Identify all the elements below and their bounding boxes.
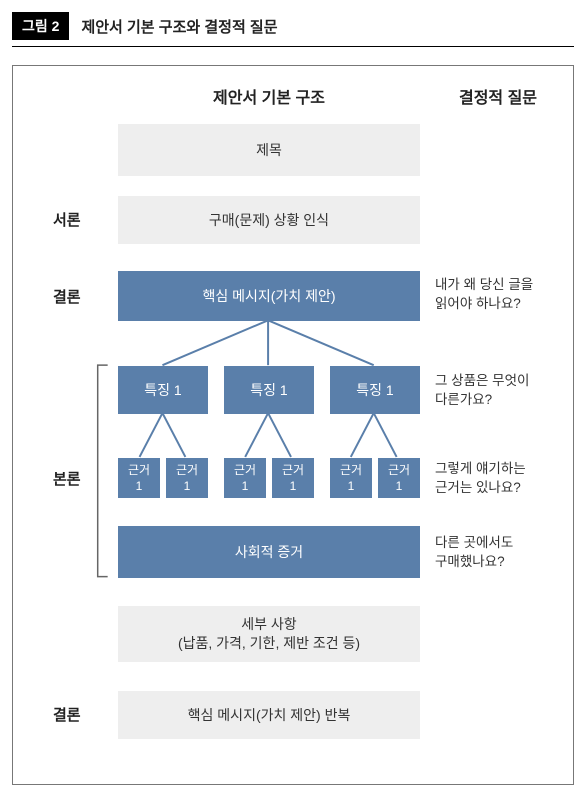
figure-badge: 그림 2 <box>12 12 69 40</box>
box-repeat-message: 핵심 메시지(가치 제안) 반복 <box>118 691 420 739</box>
figure-header: 그림 2 제안서 기본 구조와 결정적 질문 <box>12 12 574 47</box>
box-evidence-1b: 근거 1 <box>166 458 208 498</box>
diagram-canvas: 제안서 기본 구조 결정적 질문 서론 결론 본론 결론 제목 구매(문제) 상… <box>12 65 574 785</box>
box-evidence-2a: 근거 1 <box>224 458 266 498</box>
box-situation: 구매(문제) 상황 인식 <box>118 196 420 244</box>
box-core-message: 핵심 메시지(가치 제안) <box>118 271 420 321</box>
box-feature-3: 특징 1 <box>330 366 420 414</box>
box-evidence-3a: 근거 1 <box>330 458 372 498</box>
box-details-line1: 세부 사항 <box>241 615 296 634</box>
label-conclusion-bottom: 결론 <box>53 704 81 725</box>
box-title: 제목 <box>118 124 420 176</box>
box-evidence-3b: 근거 1 <box>378 458 420 498</box>
col-head-structure: 제안서 기본 구조 <box>118 84 420 108</box>
box-details: 세부 사항 (납품, 가격, 기한, 제반 조건 등) <box>118 606 420 662</box>
box-details-line2: (납품, 가격, 기한, 제반 조건 등) <box>178 634 360 653</box>
question-3: 그렇게 얘기하는 근거는 있나요? <box>435 460 526 498</box>
question-2: 그 상품은 무엇이 다른가요? <box>435 372 529 410</box>
label-intro: 서론 <box>53 209 81 230</box>
figure-title: 제안서 기본 구조와 결정적 질문 <box>81 16 277 37</box>
box-social-proof: 사회적 증거 <box>118 526 420 578</box>
label-conclusion-top: 결론 <box>53 286 81 307</box>
box-evidence-2b: 근거 1 <box>272 458 314 498</box>
question-4: 다른 곳에서도 구매했나요? <box>435 534 513 572</box>
box-evidence-1a: 근거 1 <box>118 458 160 498</box>
box-feature-1: 특징 1 <box>118 366 208 414</box>
question-1: 내가 왜 당신 글을 읽어야 하나요? <box>435 276 533 314</box>
label-body: 본론 <box>53 468 81 489</box>
col-head-questions: 결정적 질문 <box>433 84 563 108</box>
box-feature-2: 특징 1 <box>224 366 314 414</box>
